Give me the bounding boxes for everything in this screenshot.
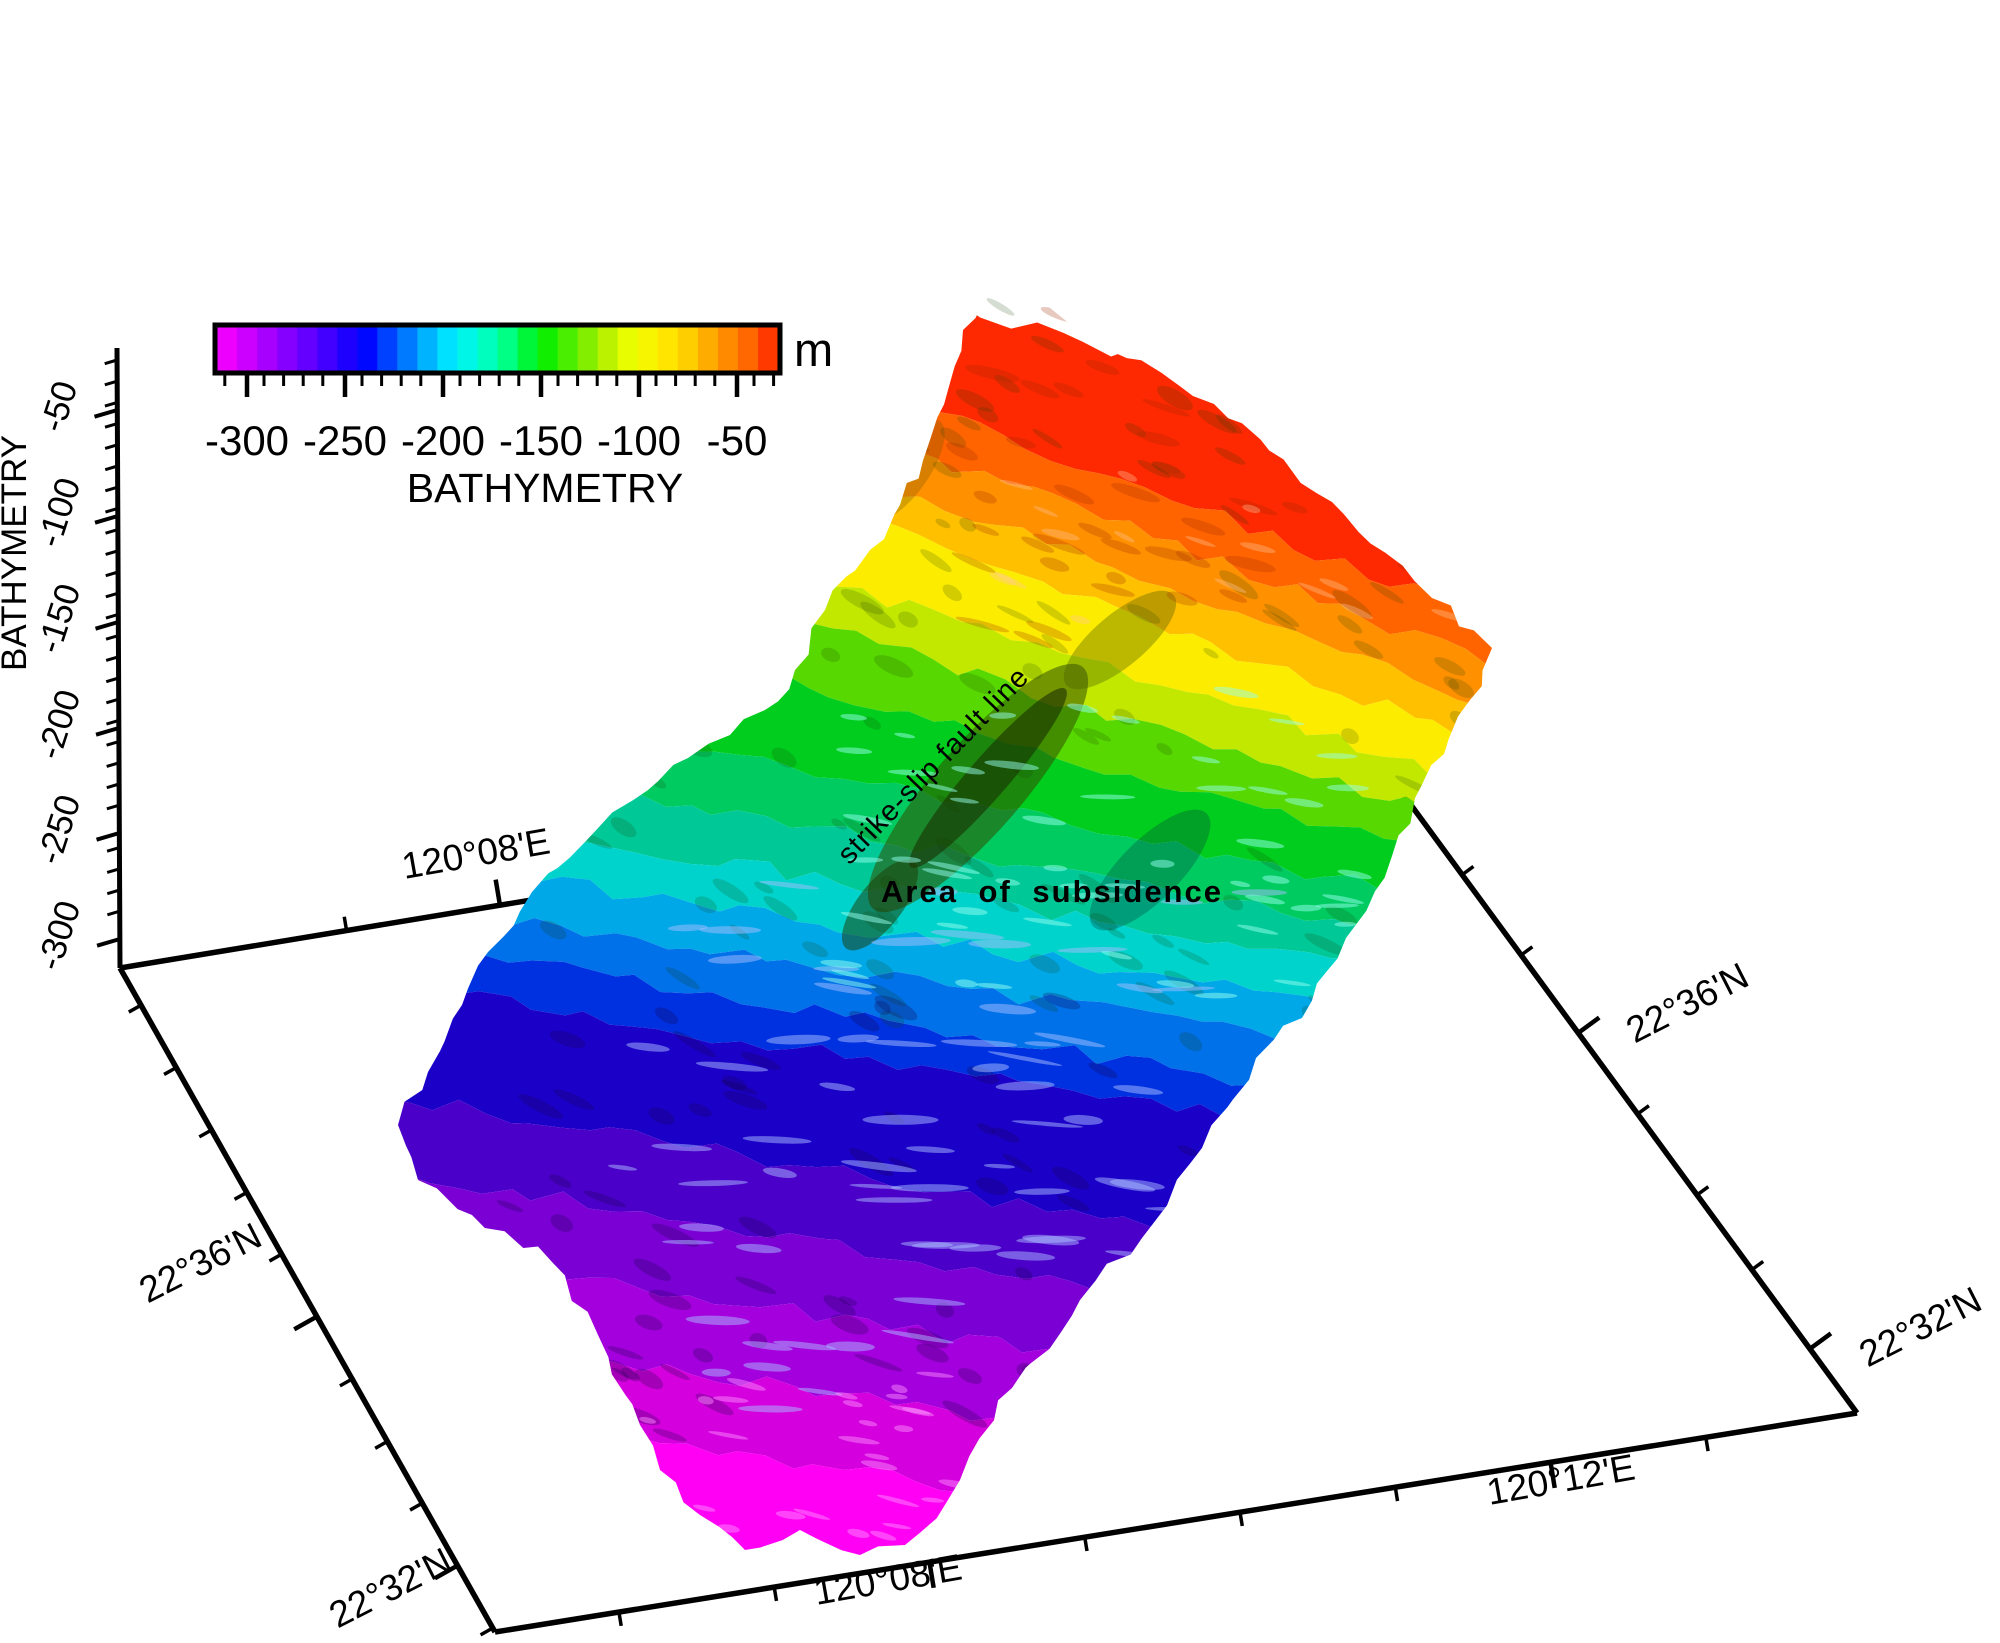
colorbar — [212, 322, 783, 397]
z-tick-label: -300 — [30, 896, 89, 975]
axis-right — [1397, 788, 1860, 1415]
subsidence-annotation: Area of subsidence — [881, 874, 1223, 909]
axis-back-left — [119, 887, 593, 971]
lon-label-front-left: 120°08'E — [811, 1547, 965, 1613]
z-tick-label: -50 — [33, 376, 86, 436]
z-tick-label: -150 — [30, 579, 89, 658]
lon-label-back: 120°08'E — [399, 821, 553, 887]
colorbar-tick-label: -50 — [707, 417, 768, 464]
colorbar-tick-label: -300 — [205, 417, 289, 464]
z-tick-label: -250 — [30, 790, 89, 869]
colorbar-unit: m — [794, 323, 833, 376]
colorbar-title: BATHYMETRY — [407, 465, 683, 511]
z-tick-label: -100 — [30, 473, 89, 552]
axis-front-bottom — [494, 1410, 1858, 1635]
axis-front-left — [117, 966, 498, 1634]
lat-label-right-lower: 22°32'N — [1853, 1279, 1988, 1375]
z-axis-title: BATHYMETRY — [0, 435, 34, 671]
back-axes — [93, 347, 1860, 1415]
lat-label-left-lower: 22°32'N — [323, 1540, 458, 1636]
lon-label-front-right: 120°12'E — [1484, 1447, 1638, 1513]
colorbar-tick-label: -250 — [303, 417, 387, 464]
colorbar-frame — [212, 322, 783, 376]
lat-label-left-upper: 22°36'N — [133, 1215, 268, 1311]
colorbar-tick-label: -200 — [401, 417, 485, 464]
colorbar-tick-label: -150 — [499, 417, 583, 464]
colorbar-tick-label: -100 — [597, 417, 681, 464]
z-tick-label: -200 — [30, 685, 89, 764]
lat-label-right-upper: 22°36'N — [1620, 955, 1755, 1051]
front-axes — [117, 966, 1858, 1637]
